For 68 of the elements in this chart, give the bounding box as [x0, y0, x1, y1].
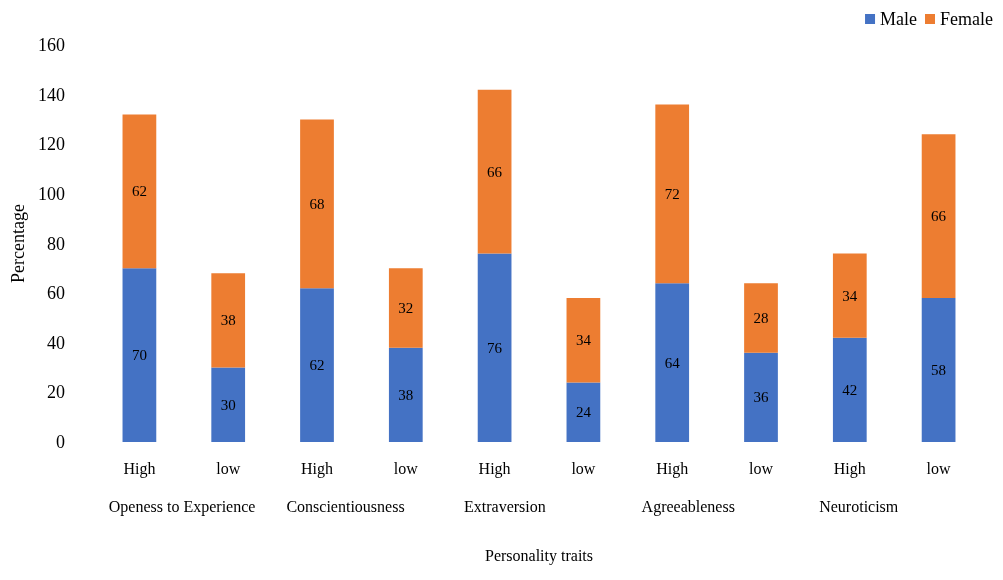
y-tick-label: 20: [47, 382, 65, 403]
bar: [388, 268, 423, 348]
data-label: 38: [220, 312, 236, 329]
text: Neuroticism: [819, 497, 899, 515]
bar: [744, 283, 778, 353]
x-tick-label: low: [216, 459, 241, 477]
bar: [744, 352, 778, 442]
data-label: 30: [220, 396, 236, 413]
bar: [832, 253, 867, 338]
data-label: 70: [131, 347, 147, 364]
y-tick-label: 80: [47, 233, 65, 254]
bar: [566, 382, 601, 442]
data-label: 28: [753, 309, 769, 326]
x-axis-title: Personality traits: [485, 546, 593, 565]
data-label: 68: [309, 195, 325, 212]
data-label: 72: [664, 185, 680, 202]
data-label: 32: [398, 300, 414, 317]
x-tick-label: High: [301, 459, 333, 478]
text: Agreeableness: [641, 497, 735, 516]
data-label: 42: [842, 381, 858, 398]
bar: [655, 104, 690, 284]
x-tick-label: low: [571, 459, 596, 477]
y-tick-label: 160: [38, 35, 65, 55]
bar: [477, 253, 512, 442]
data-label: 66: [931, 208, 947, 225]
y-tick-label: 140: [38, 84, 65, 105]
data-label: 24: [575, 404, 592, 421]
data-label: 66: [487, 163, 503, 180]
bar: [300, 288, 334, 442]
bar: [832, 337, 867, 442]
y-axis-title: Percentage: [8, 204, 29, 283]
y-tick-label: 40: [47, 332, 65, 353]
bar: [655, 283, 690, 442]
bar: [388, 347, 423, 442]
data-label: 34: [575, 332, 592, 349]
data-label: 62: [131, 183, 147, 200]
y-tick-label: 60: [47, 283, 65, 304]
x-tick-label: High: [833, 459, 866, 478]
data-label: 34: [842, 287, 858, 304]
text: Openess to Experience: [108, 497, 256, 516]
data-label: 76: [487, 339, 503, 356]
x-tick-label: High: [123, 459, 156, 478]
x-tick-label: low: [926, 459, 952, 477]
x-tick-label: High: [478, 459, 511, 478]
bar: [921, 298, 956, 442]
x-tick-label: low: [749, 459, 774, 477]
x-tick-label: low: [393, 459, 419, 477]
bar: [122, 268, 157, 442]
data-label: 64: [664, 354, 681, 371]
data-label: 62: [309, 357, 325, 374]
bar: [211, 367, 246, 442]
bar: [477, 89, 512, 254]
y-tick-label: 100: [38, 183, 65, 204]
x-tick-label: High: [656, 459, 689, 478]
data-label: 36: [753, 389, 769, 406]
y-tick-label: 120: [38, 134, 65, 155]
text: Extraversion: [464, 497, 546, 515]
bar: [211, 273, 246, 368]
bar: [300, 119, 334, 289]
bar: [566, 298, 601, 383]
text: Conscientiousness: [286, 497, 405, 515]
data-label: 58: [931, 362, 947, 379]
data-label: 38: [398, 386, 414, 403]
bar: [122, 114, 157, 269]
legend-label: Male: [880, 9, 918, 29]
y-tick-label: 0: [56, 432, 65, 452]
bar: [921, 134, 956, 299]
legend-label: Female: [940, 9, 994, 29]
